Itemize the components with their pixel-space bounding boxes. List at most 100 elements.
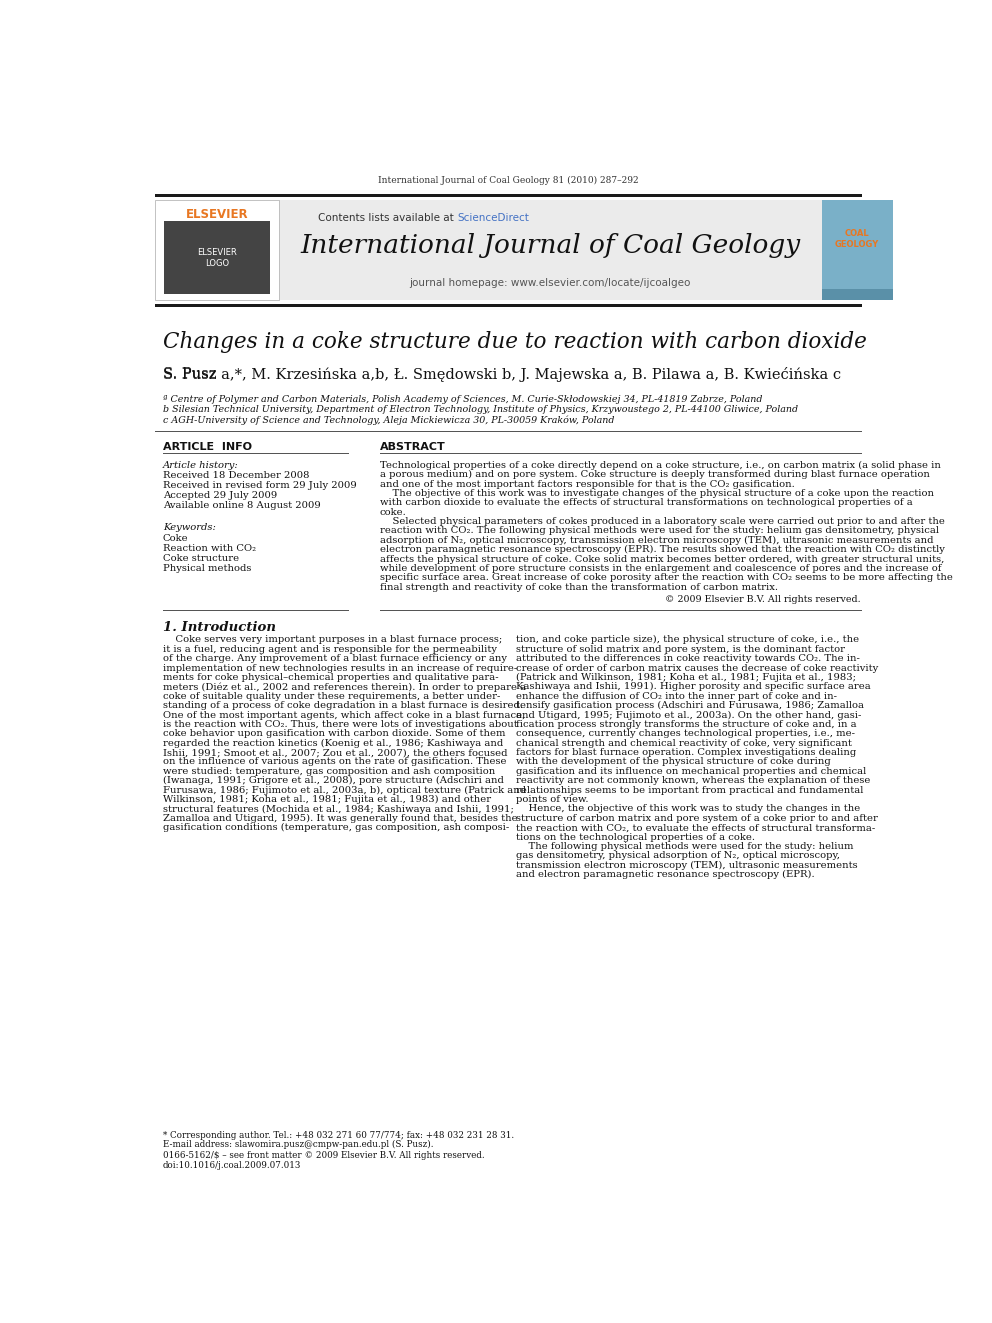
Text: ª Centre of Polymer and Carbon Materials, Polish Academy of Sciences, M. Curie-S: ª Centre of Polymer and Carbon Materials… (163, 394, 762, 404)
Text: chanical strength and chemical reactivity of coke, very significant: chanical strength and chemical reactivit… (516, 738, 852, 747)
Text: tions on the technological properties of a coke.: tions on the technological properties of… (516, 832, 755, 841)
Text: tion, and coke particle size), the physical structure of coke, i.e., the: tion, and coke particle size), the physi… (516, 635, 859, 644)
Bar (821, 200, 893, 300)
Text: gasification and its influence on mechanical properties and chemical: gasification and its influence on mechan… (516, 767, 866, 775)
Text: on the influence of various agents on the rate of gasification. These: on the influence of various agents on th… (163, 758, 506, 766)
Text: ELSEVIER: ELSEVIER (186, 208, 248, 221)
Bar (155, 200, 279, 300)
Text: reaction with CO₂. The following physical methods were used for the study: heliu: reaction with CO₂. The following physica… (380, 527, 938, 536)
Text: Contents lists available at: Contents lists available at (318, 213, 457, 224)
Text: relationships seems to be important from practical and fundamental: relationships seems to be important from… (516, 786, 863, 795)
Text: attributed to the differences in coke reactivity towards CO₂. The in-: attributed to the differences in coke re… (516, 654, 860, 663)
Text: 0166-5162/$ – see front matter © 2009 Elsevier B.V. All rights reserved.: 0166-5162/$ – see front matter © 2009 El… (163, 1151, 484, 1160)
Text: COAL
GEOLOGY: COAL GEOLOGY (835, 229, 879, 249)
Text: doi:10.1016/j.coal.2009.07.013: doi:10.1016/j.coal.2009.07.013 (163, 1160, 302, 1170)
Bar (155, 303, 862, 307)
Text: ScienceDirect: ScienceDirect (457, 213, 529, 224)
Text: Hence, the objective of this work was to study the changes in the: Hence, the objective of this work was to… (516, 804, 860, 814)
Text: structural features (Mochida et al., 1984; Kashiwaya and Ishii, 1991;: structural features (Mochida et al., 198… (163, 804, 514, 814)
Bar (165, 221, 270, 294)
Text: Kashiwaya and Ishii, 1991). Higher porosity and specific surface area: Kashiwaya and Ishii, 1991). Higher poros… (516, 683, 871, 692)
Text: and electron paramagnetic resonance spectroscopy (EPR).: and electron paramagnetic resonance spec… (516, 871, 814, 880)
Text: implementation of new technologies results in an increase of require-: implementation of new technologies resul… (163, 664, 517, 672)
Text: regarded the reaction kinetics (Koenig et al., 1986; Kashiwaya and: regarded the reaction kinetics (Koenig e… (163, 738, 503, 747)
Text: Selected physical parameters of cokes produced in a laboratory scale were carrie: Selected physical parameters of cokes pr… (380, 517, 944, 527)
Text: journal homepage: www.elsevier.com/locate/ijcoalgeo: journal homepage: www.elsevier.com/locat… (410, 279, 691, 288)
Text: of the charge. Any improvement of a blast furnace efficiency or any: of the charge. Any improvement of a blas… (163, 654, 507, 663)
Text: structure of solid matrix and pore system, is the dominant factor: structure of solid matrix and pore syste… (516, 644, 845, 654)
Text: Accepted 29 July 2009: Accepted 29 July 2009 (163, 491, 277, 500)
Text: tensify gasification process (Adschiri and Furusawa, 1986; Zamalloa: tensify gasification process (Adschiri a… (516, 701, 864, 710)
Text: ARTICLE  INFO: ARTICLE INFO (163, 442, 252, 451)
Text: adsorption of N₂, optical microscopy, transmission electron microscopy (TEM), ul: adsorption of N₂, optical microscopy, tr… (380, 536, 933, 545)
Text: Coke: Coke (163, 534, 188, 542)
Text: 1. Introduction: 1. Introduction (163, 620, 276, 634)
Text: One of the most important agents, which affect coke in a blast furnace,: One of the most important agents, which … (163, 710, 525, 720)
Bar (821, 288, 893, 300)
Text: The following physical methods were used for the study: helium: The following physical methods were used… (516, 841, 854, 851)
Text: crease of order of carbon matrix causes the decrease of coke reactivity: crease of order of carbon matrix causes … (516, 664, 878, 672)
Text: Article history:: Article history: (163, 460, 238, 470)
Text: International Journal of Coal Geology 81 (2010) 287–292: International Journal of Coal Geology 81… (378, 176, 639, 185)
Text: Coke structure: Coke structure (163, 554, 239, 562)
Text: factors for blast furnace operation. Complex investigations dealing: factors for blast furnace operation. Com… (516, 747, 856, 757)
Text: Ishii, 1991; Smoot et al., 2007; Zou et al., 2007), the others focused: Ishii, 1991; Smoot et al., 2007; Zou et … (163, 747, 507, 757)
Text: c AGH-University of Science and Technology, Aleja Mickiewicza 30, PL-30059 Krakó: c AGH-University of Science and Technolo… (163, 415, 614, 425)
Text: and one of the most important factors responsible for that is the CO₂ gasificati: and one of the most important factors re… (380, 479, 795, 488)
Text: were studied: temperature, gas composition and ash composition: were studied: temperature, gas compositi… (163, 767, 495, 775)
Text: affects the physical structure of coke. Coke solid matrix becomes better ordered: affects the physical structure of coke. … (380, 554, 944, 564)
Text: (Iwanaga, 1991; Grigore et al., 2008), pore structure (Adschiri and: (Iwanaga, 1991; Grigore et al., 2008), p… (163, 777, 504, 786)
Text: Reaction with CO₂: Reaction with CO₂ (163, 544, 256, 553)
Text: E-mail address: slawomira.pusz@cmpw-pan.edu.pl (S. Pusz).: E-mail address: slawomira.pusz@cmpw-pan.… (163, 1140, 434, 1148)
Text: Physical methods: Physical methods (163, 564, 251, 573)
Text: is the reaction with CO₂. Thus, there were lots of investigations about: is the reaction with CO₂. Thus, there we… (163, 720, 518, 729)
Bar (155, 194, 862, 197)
Text: a porous medium) and on pore system. Coke structure is deeply transformed during: a porous medium) and on pore system. Cok… (380, 470, 930, 479)
Text: coke of suitable quality under these requirements, a better under-: coke of suitable quality under these req… (163, 692, 500, 701)
Text: © 2009 Elsevier B.V. All rights reserved.: © 2009 Elsevier B.V. All rights reserved… (665, 595, 860, 605)
Text: structure of carbon matrix and pore system of a coke prior to and after: structure of carbon matrix and pore syst… (516, 814, 878, 823)
Text: Changes in a coke structure due to reaction with carbon dioxide: Changes in a coke structure due to react… (163, 331, 867, 353)
Text: gasification conditions (temperature, gas composition, ash composi-: gasification conditions (temperature, ga… (163, 823, 509, 832)
Text: ABSTRACT: ABSTRACT (380, 442, 445, 451)
Text: Zamalloa and Utigard, 1995). It was generally found that, besides the: Zamalloa and Utigard, 1995). It was gene… (163, 814, 518, 823)
Text: transmission electron microscopy (TEM), ultrasonic measurements: transmission electron microscopy (TEM), … (516, 861, 858, 871)
Text: coke behavior upon gasification with carbon dioxide. Some of them: coke behavior upon gasification with car… (163, 729, 505, 738)
Text: points of view.: points of view. (516, 795, 588, 804)
Text: S. Pusz a,*, M. Krzesińska a,b, Ł. Smędowski b, J. Majewska a, B. Pilawa a, B. K: S. Pusz a,*, M. Krzesińska a,b, Ł. Smędo… (163, 366, 841, 382)
Text: (Patrick and Wilkinson, 1981; Koha et al., 1981; Fujita et al., 1983;: (Patrick and Wilkinson, 1981; Koha et al… (516, 673, 856, 681)
Text: ELSEVIER
LOGO: ELSEVIER LOGO (197, 249, 237, 267)
Text: ments for coke physical–chemical properties and qualitative para-: ments for coke physical–chemical propert… (163, 673, 498, 681)
Text: standing of a process of coke degradation in a blast furnace is desired.: standing of a process of coke degradatio… (163, 701, 523, 710)
Text: b Silesian Technical University, Department of Electron Technology, Institute of: b Silesian Technical University, Departm… (163, 405, 798, 414)
Text: Wilkinson, 1981; Koha et al., 1981; Fujita et al., 1983) and other: Wilkinson, 1981; Koha et al., 1981; Fuji… (163, 795, 491, 804)
Text: reactivity are not commonly known, whereas the explanation of these: reactivity are not commonly known, where… (516, 777, 871, 786)
Text: final strength and reactivity of coke than the transformation of carbon matrix.: final strength and reactivity of coke th… (380, 583, 778, 591)
Text: International Journal of Coal Geology: International Journal of Coal Geology (301, 233, 801, 258)
Text: Received 18 December 2008: Received 18 December 2008 (163, 471, 310, 480)
Text: it is a fuel, reducing agent and is responsible for the permeability: it is a fuel, reducing agent and is resp… (163, 644, 497, 654)
Text: fication process strongly transforms the structure of coke and, in a: fication process strongly transforms the… (516, 720, 857, 729)
Text: enhance the diffusion of CO₂ into the inner part of coke and in-: enhance the diffusion of CO₂ into the in… (516, 692, 837, 701)
Text: gas densitometry, physical adsorption of N₂, optical microscopy,: gas densitometry, physical adsorption of… (516, 852, 840, 860)
Text: meters (Diéz et al., 2002 and references therein). In order to prepare a: meters (Diéz et al., 2002 and references… (163, 683, 526, 692)
Text: the reaction with CO₂, to evaluate the effects of structural transforma-: the reaction with CO₂, to evaluate the e… (516, 823, 875, 832)
Text: specific surface area. Great increase of coke porosity after the reaction with C: specific surface area. Great increase of… (380, 573, 952, 582)
Text: Technological properties of a coke directly depend on a coke structure, i.e., on: Technological properties of a coke direc… (380, 460, 940, 470)
Text: S. Pusz: S. Pusz (163, 368, 221, 381)
Text: coke.: coke. (380, 508, 407, 517)
Text: * Corresponding author. Tel.: +48 032 271 60 77/774; fax: +48 032 231 28 31.: * Corresponding author. Tel.: +48 032 27… (163, 1131, 514, 1139)
Text: while development of pore structure consists in the enlargement and coalescence : while development of pore structure cons… (380, 564, 941, 573)
Text: Keywords:: Keywords: (163, 523, 215, 532)
Text: Available online 8 August 2009: Available online 8 August 2009 (163, 501, 320, 509)
Text: Furusawa, 1986; Fujimoto et al., 2003a, b), optical texture (Patrick and: Furusawa, 1986; Fujimoto et al., 2003a, … (163, 786, 526, 795)
Text: Coke serves very important purposes in a blast furnace process;: Coke serves very important purposes in a… (163, 635, 502, 644)
Text: and Utigard, 1995; Fujimoto et al., 2003a). On the other hand, gasi-: and Utigard, 1995; Fujimoto et al., 2003… (516, 710, 861, 720)
Text: Received in revised form 29 July 2009: Received in revised form 29 July 2009 (163, 480, 356, 490)
Text: with carbon dioxide to evaluate the effects of structural transformations on tec: with carbon dioxide to evaluate the effe… (380, 499, 913, 507)
Bar (279, 200, 821, 300)
Text: with the development of the physical structure of coke during: with the development of the physical str… (516, 758, 831, 766)
Text: electron paramagnetic resonance spectroscopy (EPR). The results showed that the : electron paramagnetic resonance spectros… (380, 545, 944, 554)
Text: consequence, currently changes technological properties, i.e., me-: consequence, currently changes technolog… (516, 729, 855, 738)
Text: The objective of this work was to investigate changes of the physical structure : The objective of this work was to invest… (380, 490, 933, 497)
